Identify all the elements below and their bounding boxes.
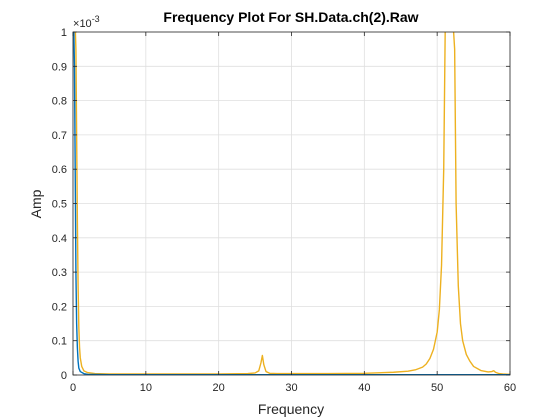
ticks — [72, 31, 511, 376]
y-exponent-power: -3 — [92, 14, 100, 24]
series-line-0 — [74, 32, 510, 375]
y-tick-label: 0.8 — [52, 96, 67, 108]
y-tick-label: 0.7 — [52, 130, 67, 142]
y-tick-label: 0 — [61, 370, 67, 382]
x-tick-label: 40 — [358, 382, 370, 394]
x-tick-label: 30 — [285, 382, 297, 394]
x-tick-label: 20 — [213, 382, 225, 394]
x-tick-label: 10 — [140, 382, 152, 394]
x-tick-label: 50 — [431, 382, 443, 394]
y-tick-label: 0.4 — [52, 233, 67, 245]
chart-title: Frequency Plot For SH.Data.ch(2).Raw — [163, 9, 418, 25]
y-tick-label: 0.2 — [52, 301, 67, 313]
svg-text:×10-3: ×10-3 — [73, 14, 100, 30]
y-axis-label: Amp — [28, 189, 44, 218]
x-tick-label: 60 — [504, 382, 516, 394]
y-tick-label: 1 — [61, 27, 67, 39]
y-tick-label: 0.3 — [52, 267, 67, 279]
tick-labels: 0 10 20 30 40 50 60 0 0.1 0.2 0.3 0.4 0.5 0.6 0.7 0.8 0.… — [52, 27, 516, 394]
y-tick-label: 0.6 — [52, 164, 67, 176]
y-tick-label: 0.9 — [52, 61, 67, 73]
y-tick-label: 0.5 — [52, 199, 67, 211]
y-exponent-label: ×10-3 — [73, 14, 100, 30]
x-tick-label: 0 — [70, 382, 76, 394]
x-axis-label: Frequency — [258, 401, 324, 417]
y-exponent-times: × — [73, 18, 79, 30]
y-exponent-base: 10 — [79, 18, 91, 30]
y-tick-label: 0.1 — [52, 336, 67, 348]
